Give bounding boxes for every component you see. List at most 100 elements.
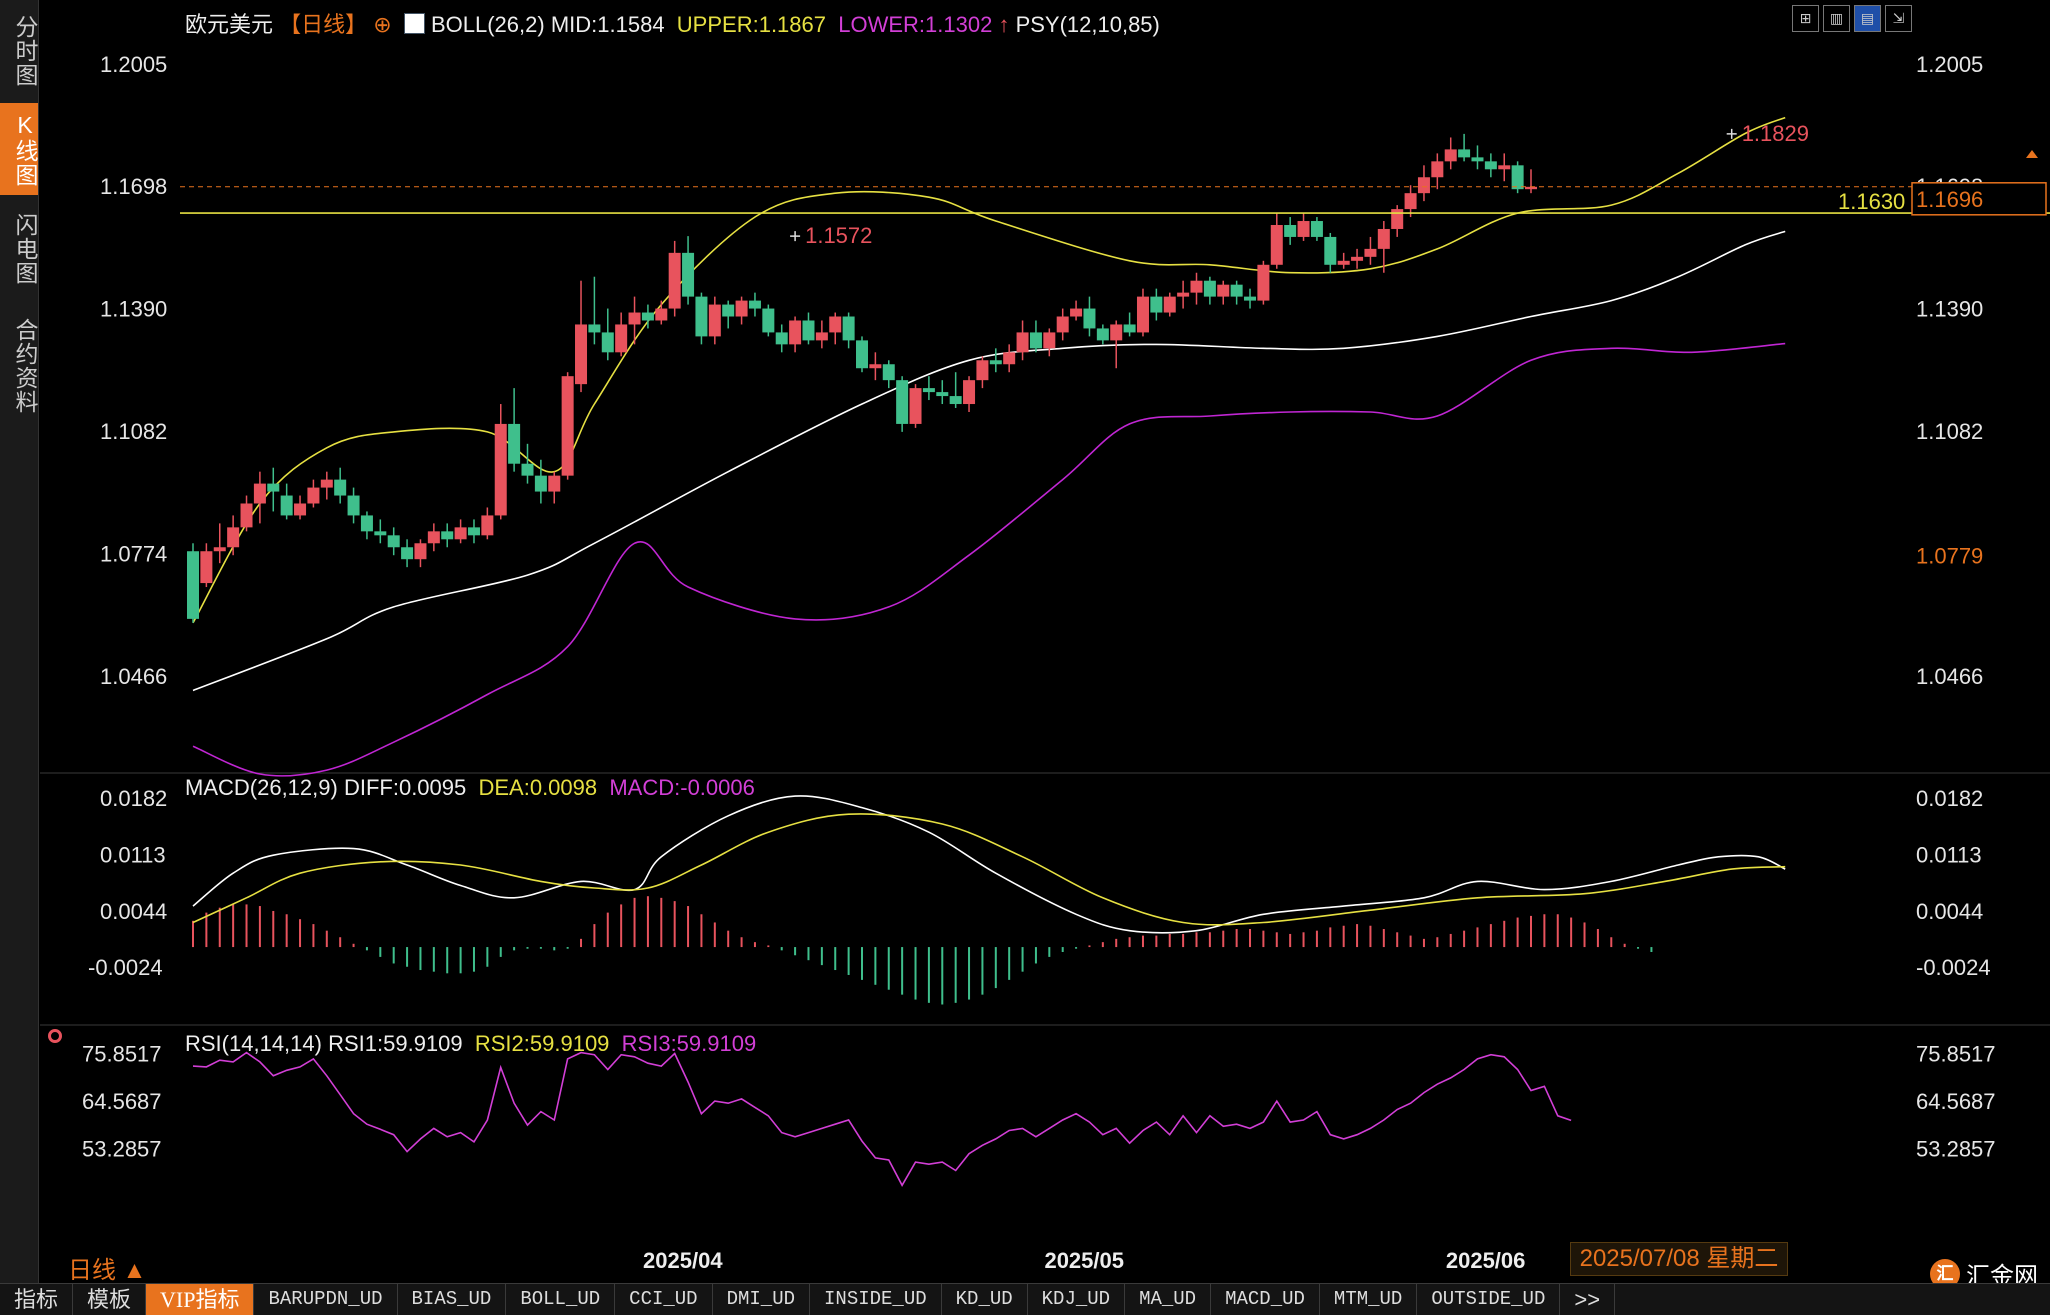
- indicator-tab[interactable]: MTM_UD: [1320, 1284, 1418, 1315]
- indicator-tab[interactable]: INSIDE_UD: [810, 1284, 942, 1315]
- price-tick-right: 1.1390: [1916, 297, 1983, 322]
- indicator-tab[interactable]: KDJ_UD: [1028, 1284, 1126, 1315]
- price-tick-right: 1.2005: [1916, 52, 1983, 77]
- candle-body: [601, 332, 614, 353]
- indicator-tab[interactable]: OUTSIDE_UD: [1417, 1284, 1561, 1315]
- psy-label: PSY(12,10,85): [1015, 12, 1160, 37]
- main-header: 欧元美元 【日线】 ⊕ BOLL(26,2) MID:1.1584 UPPER:…: [185, 7, 1160, 39]
- scroll-up-icon: [2026, 150, 2038, 158]
- boll-upper: UPPER:1.1867: [676, 12, 826, 37]
- rsi-header: RSI(14,14,14) RSI1:59.9109 RSI2:59.9109 …: [185, 1031, 756, 1057]
- candle-body: [294, 503, 307, 516]
- rsi-tick-left: 75.8517: [82, 1041, 162, 1066]
- indicator-tab[interactable]: VIP指标: [146, 1284, 255, 1315]
- macd-label: MACD(26,12,9): [185, 775, 338, 800]
- grid-icon[interactable]: ⊞: [1792, 5, 1819, 32]
- high-annotation: 1.1829: [1742, 121, 1809, 146]
- candle-body: [575, 324, 588, 385]
- candle-body: [1498, 165, 1511, 170]
- price-box: [1911, 182, 2047, 216]
- indicator-tab[interactable]: KD_UD: [942, 1284, 1028, 1315]
- candle-body: [1391, 209, 1404, 229]
- candle-body: [187, 551, 199, 619]
- macd-diff-line: [192, 795, 1786, 934]
- boll-mid: MID:1.1584: [550, 12, 665, 37]
- candle-body: [1056, 316, 1069, 333]
- candle-body: [1270, 225, 1283, 265]
- rsi-label: RSI(14,14,14): [185, 1031, 322, 1056]
- candle-body: [1190, 280, 1203, 293]
- bar-chart-icon[interactable]: ▥: [1823, 5, 1850, 32]
- high-marker: [1726, 128, 1737, 139]
- price-tick-left: 1.0466: [100, 664, 167, 689]
- candle-body: [1029, 332, 1042, 349]
- candle-body: [1484, 161, 1497, 170]
- candle-body: [320, 479, 333, 488]
- period-selector[interactable]: 日线 ▲: [68, 1250, 146, 1285]
- macd-dea: DEA:0.0098: [478, 775, 598, 800]
- indicator-tab[interactable]: MACD_UD: [1211, 1284, 1320, 1315]
- candle-body: [762, 308, 775, 333]
- candle-body: [1404, 193, 1417, 210]
- candle-body: [1351, 256, 1364, 261]
- candle-body: [735, 300, 748, 317]
- indicator-tab[interactable]: 指标: [0, 1284, 74, 1315]
- indicator-tab[interactable]: MA_UD: [1125, 1284, 1212, 1315]
- indicator-icon[interactable]: [403, 13, 425, 34]
- candle-body: [240, 503, 253, 528]
- indicator-tab[interactable]: >>: [1560, 1284, 1616, 1315]
- indicator-tab[interactable]: CCI_UD: [615, 1284, 713, 1315]
- candle-body: [1163, 296, 1176, 313]
- candle-body: [588, 324, 601, 333]
- macd-header: MACD(26,12,9) DIFF:0.0095 DEA:0.0098 MAC…: [185, 775, 755, 801]
- candle-body: [922, 388, 935, 393]
- candle-body: [989, 360, 1002, 365]
- candle-body: [414, 543, 427, 560]
- candle-body: [374, 531, 387, 536]
- macd-tick-right: 0.0113: [1916, 842, 1982, 867]
- price-tick-left: 1.2005: [100, 52, 167, 77]
- indicator-tab[interactable]: BIAS_UD: [398, 1284, 507, 1315]
- candle-body: [360, 515, 373, 532]
- candle-body: [200, 551, 213, 584]
- candle-body: [427, 531, 440, 544]
- rsi-tick-right: 75.8517: [1916, 1041, 1996, 1066]
- arrow-up-icon[interactable]: ↑: [998, 12, 1010, 37]
- candle-body: [842, 316, 855, 341]
- candle-body: [1525, 186, 1537, 190]
- candle-body: [253, 483, 266, 504]
- candle-body: [561, 376, 574, 476]
- candle-body: [615, 324, 628, 353]
- candle-body: [869, 364, 882, 369]
- expand-icon[interactable]: ⇲: [1885, 5, 1912, 32]
- indicator-tab[interactable]: DMI_UD: [713, 1284, 811, 1315]
- tab-kline[interactable]: K线图: [0, 103, 38, 195]
- settings-gear-icon[interactable]: [48, 1029, 62, 1043]
- macd-tick-left: 0.0044: [100, 899, 167, 924]
- tab-contract-info[interactable]: 合约资料: [12, 318, 38, 414]
- candle-body: [1096, 328, 1109, 341]
- price-tick-right: 1.1082: [1916, 419, 1983, 444]
- macd-diff: DIFF:0.0095: [343, 775, 467, 800]
- rsi-tick-left: 53.2857: [82, 1136, 162, 1161]
- candle-body: [441, 531, 454, 540]
- price-box: [1912, 539, 2046, 572]
- tab-time-share[interactable]: 分时图: [12, 15, 38, 87]
- indicator-tab[interactable]: BARUPDN_UD: [254, 1284, 398, 1315]
- candle-body: [775, 332, 788, 345]
- indicator-tab[interactable]: BOLL_UD: [506, 1284, 616, 1315]
- rsi-tick-left: 64.5687: [82, 1089, 162, 1114]
- candle-body: [1444, 149, 1457, 162]
- candle-chart-icon[interactable]: ▤: [1854, 5, 1881, 32]
- candle-body: [1257, 264, 1270, 301]
- indicator-tab[interactable]: 模板: [73, 1284, 147, 1315]
- candle-body: [802, 320, 815, 341]
- tab-flash-chart[interactable]: 闪电图: [12, 213, 38, 285]
- candle-body: [334, 479, 347, 496]
- candle-body: [856, 340, 868, 369]
- price-box-label: 1.0779: [1916, 544, 1983, 569]
- macd-dea-line: [192, 813, 1786, 926]
- candle-body: [1244, 296, 1257, 301]
- add-icon[interactable]: ⊕: [373, 12, 392, 37]
